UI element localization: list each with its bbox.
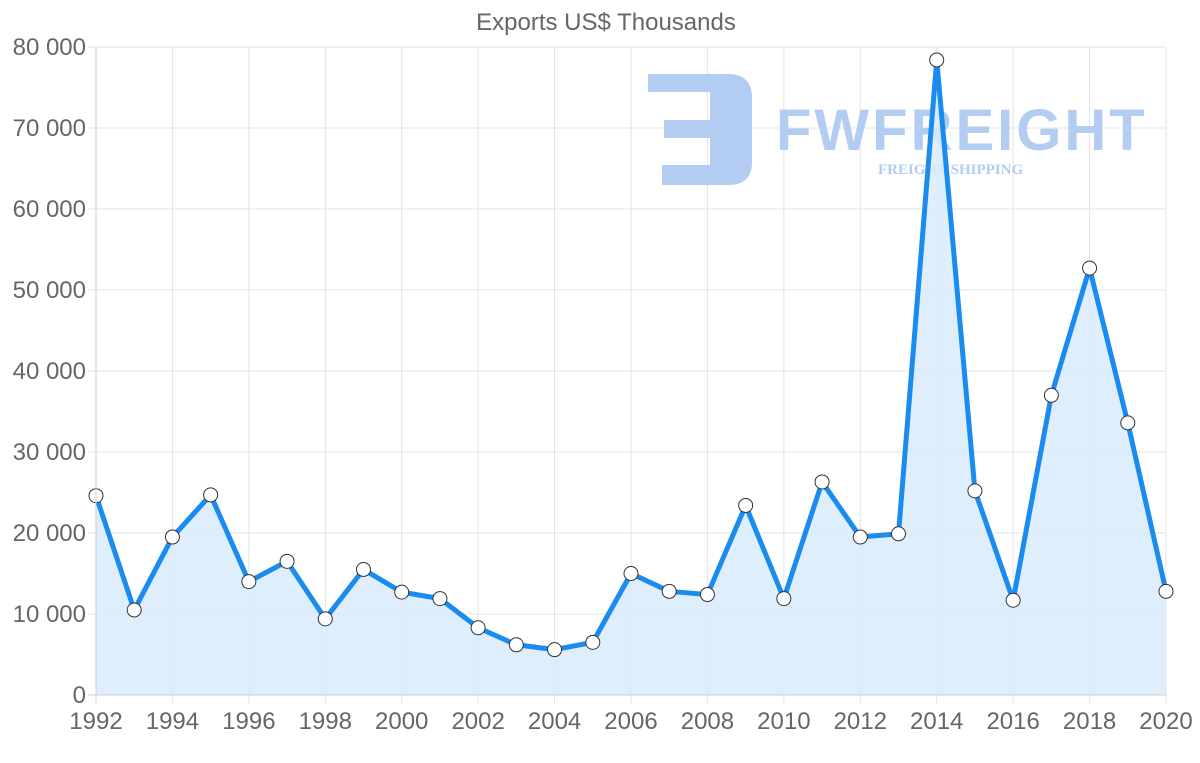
y-tick-label: 30 000 (13, 439, 86, 466)
y-tick-label: 40 000 (13, 358, 86, 385)
data-point-2017[interactable] (1043, 387, 1059, 403)
data-point-1993[interactable] (126, 602, 142, 618)
x-tick-label: 2014 (910, 708, 963, 735)
data-point-2007[interactable] (661, 583, 677, 599)
data-point-2012[interactable] (852, 529, 868, 545)
data-point-2013[interactable] (891, 526, 906, 542)
data-point-2010[interactable] (776, 591, 792, 607)
x-tick-label: 2020 (1139, 708, 1192, 735)
data-point-1999[interactable] (356, 561, 371, 577)
x-tick-label: 2010 (757, 708, 810, 735)
x-tick-label: 2004 (528, 708, 581, 735)
data-point-2019[interactable] (1120, 415, 1136, 431)
data-point-1995[interactable] (203, 487, 219, 503)
data-point-2020[interactable] (1158, 583, 1174, 599)
data-point-2016[interactable] (1005, 592, 1021, 608)
y-axis-labels: 0 10 000 20 000 30 000 40 000 50 000 60 000 70 … (13, 34, 86, 709)
y-tick-label: 20 000 (13, 520, 86, 547)
data-point-2000[interactable] (394, 584, 410, 600)
data-point-2002[interactable] (470, 620, 486, 636)
data-point-1994[interactable] (164, 529, 180, 545)
x-axis-labels: 1992 1994 1996 1998 2000 2002 2004 2006 2008 2010… (69, 708, 1192, 735)
x-tick-label: 1992 (69, 708, 122, 735)
data-point-2011[interactable] (814, 474, 830, 490)
data-point-1997[interactable] (279, 553, 295, 569)
chart-title: Exports US$ Thousands (476, 9, 736, 36)
data-point-2008[interactable] (699, 587, 715, 603)
x-tick-label: 2006 (604, 708, 657, 735)
y-tick-label: 0 (73, 682, 86, 709)
data-point-1996[interactable] (241, 574, 257, 590)
fwfreight-logo-icon (648, 74, 752, 185)
y-tick-label: 10 000 (13, 601, 86, 628)
x-tick-label: 2000 (375, 708, 428, 735)
data-point-2006[interactable] (623, 566, 639, 581)
watermark-brand: FWFREIGHT (776, 98, 1148, 163)
data-point-2001[interactable] (432, 591, 448, 607)
x-tick-label: 2012 (834, 708, 887, 735)
y-tick-label: 60 000 (13, 196, 86, 223)
x-tick-label: 1998 (299, 708, 352, 735)
y-tick-label: 70 000 (13, 115, 86, 142)
y-tick-label: 80 000 (13, 34, 86, 61)
x-tick-label: 2018 (1063, 708, 1116, 735)
data-point-2004[interactable] (547, 642, 563, 658)
x-tick-label: 2002 (451, 708, 504, 735)
data-point-2014[interactable] (929, 52, 945, 68)
y-tick-label: 50 000 (13, 277, 86, 304)
data-point-2009[interactable] (738, 497, 754, 513)
fwfreight-watermark: FWFREIGHT FREIGHT SHIPPING (648, 74, 1148, 185)
x-tick-label: 2016 (986, 708, 1039, 735)
data-points (88, 52, 1174, 658)
data-point-2018[interactable] (1082, 260, 1098, 276)
x-tick-label: 1996 (222, 708, 275, 735)
watermark-tagline: FREIGHT SHIPPING (878, 162, 1023, 178)
data-point-2003[interactable] (508, 637, 524, 653)
data-point-1998[interactable] (317, 611, 333, 627)
x-tick-label: 2008 (681, 708, 734, 735)
data-point-2005[interactable] (585, 634, 601, 650)
data-point-2015[interactable] (967, 483, 983, 499)
x-tick-label: 1994 (146, 708, 199, 735)
